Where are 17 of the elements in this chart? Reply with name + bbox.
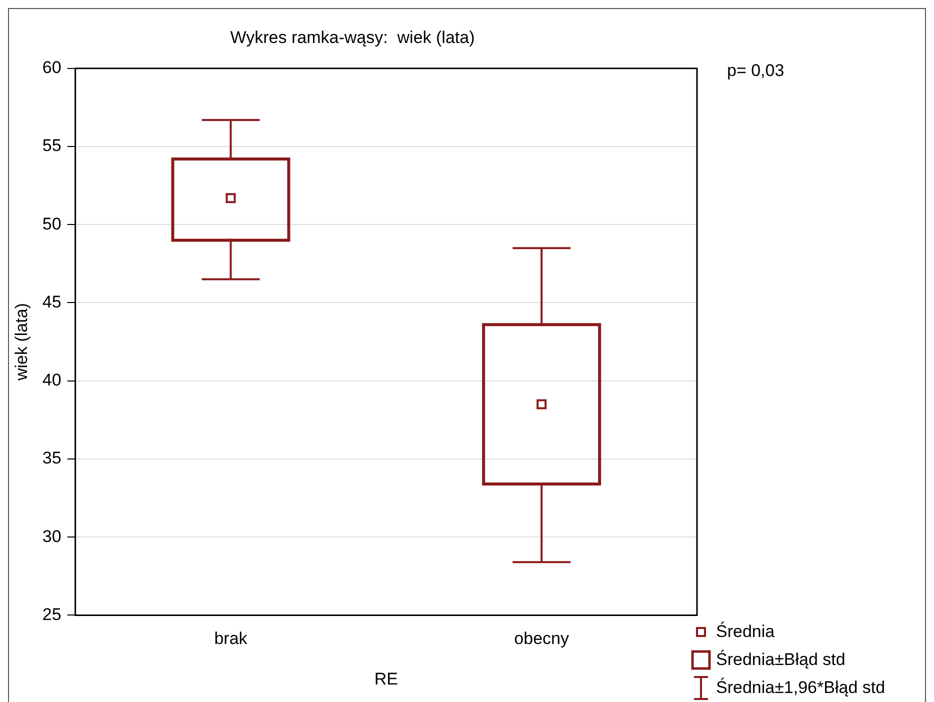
y-tick-label: 50 bbox=[42, 214, 62, 234]
y-axis-title: wiek (lata) bbox=[12, 303, 31, 382]
text: Średnia±1,96*Błąd std bbox=[716, 678, 886, 698]
y-tick-label: 45 bbox=[42, 292, 62, 312]
y-tick-label: 60 bbox=[42, 58, 62, 78]
text: p= 0,03 bbox=[727, 61, 784, 80]
x-tick-label: brak bbox=[214, 629, 248, 648]
y-tick-label: 40 bbox=[42, 370, 62, 390]
y-tick-label: 30 bbox=[42, 526, 62, 546]
y-tick-label: 35 bbox=[42, 448, 62, 468]
text: Średnia±Błąd std bbox=[716, 650, 846, 670]
y-tick-label: 25 bbox=[42, 604, 62, 624]
chart-title: Wykres ramka-wąsy: wiek (lata) bbox=[230, 28, 475, 47]
text: Średnia bbox=[716, 622, 775, 642]
x-axis-title: RE bbox=[374, 669, 398, 688]
y-tick-label: 55 bbox=[42, 136, 62, 156]
x-tick-label: obecny bbox=[514, 629, 570, 648]
